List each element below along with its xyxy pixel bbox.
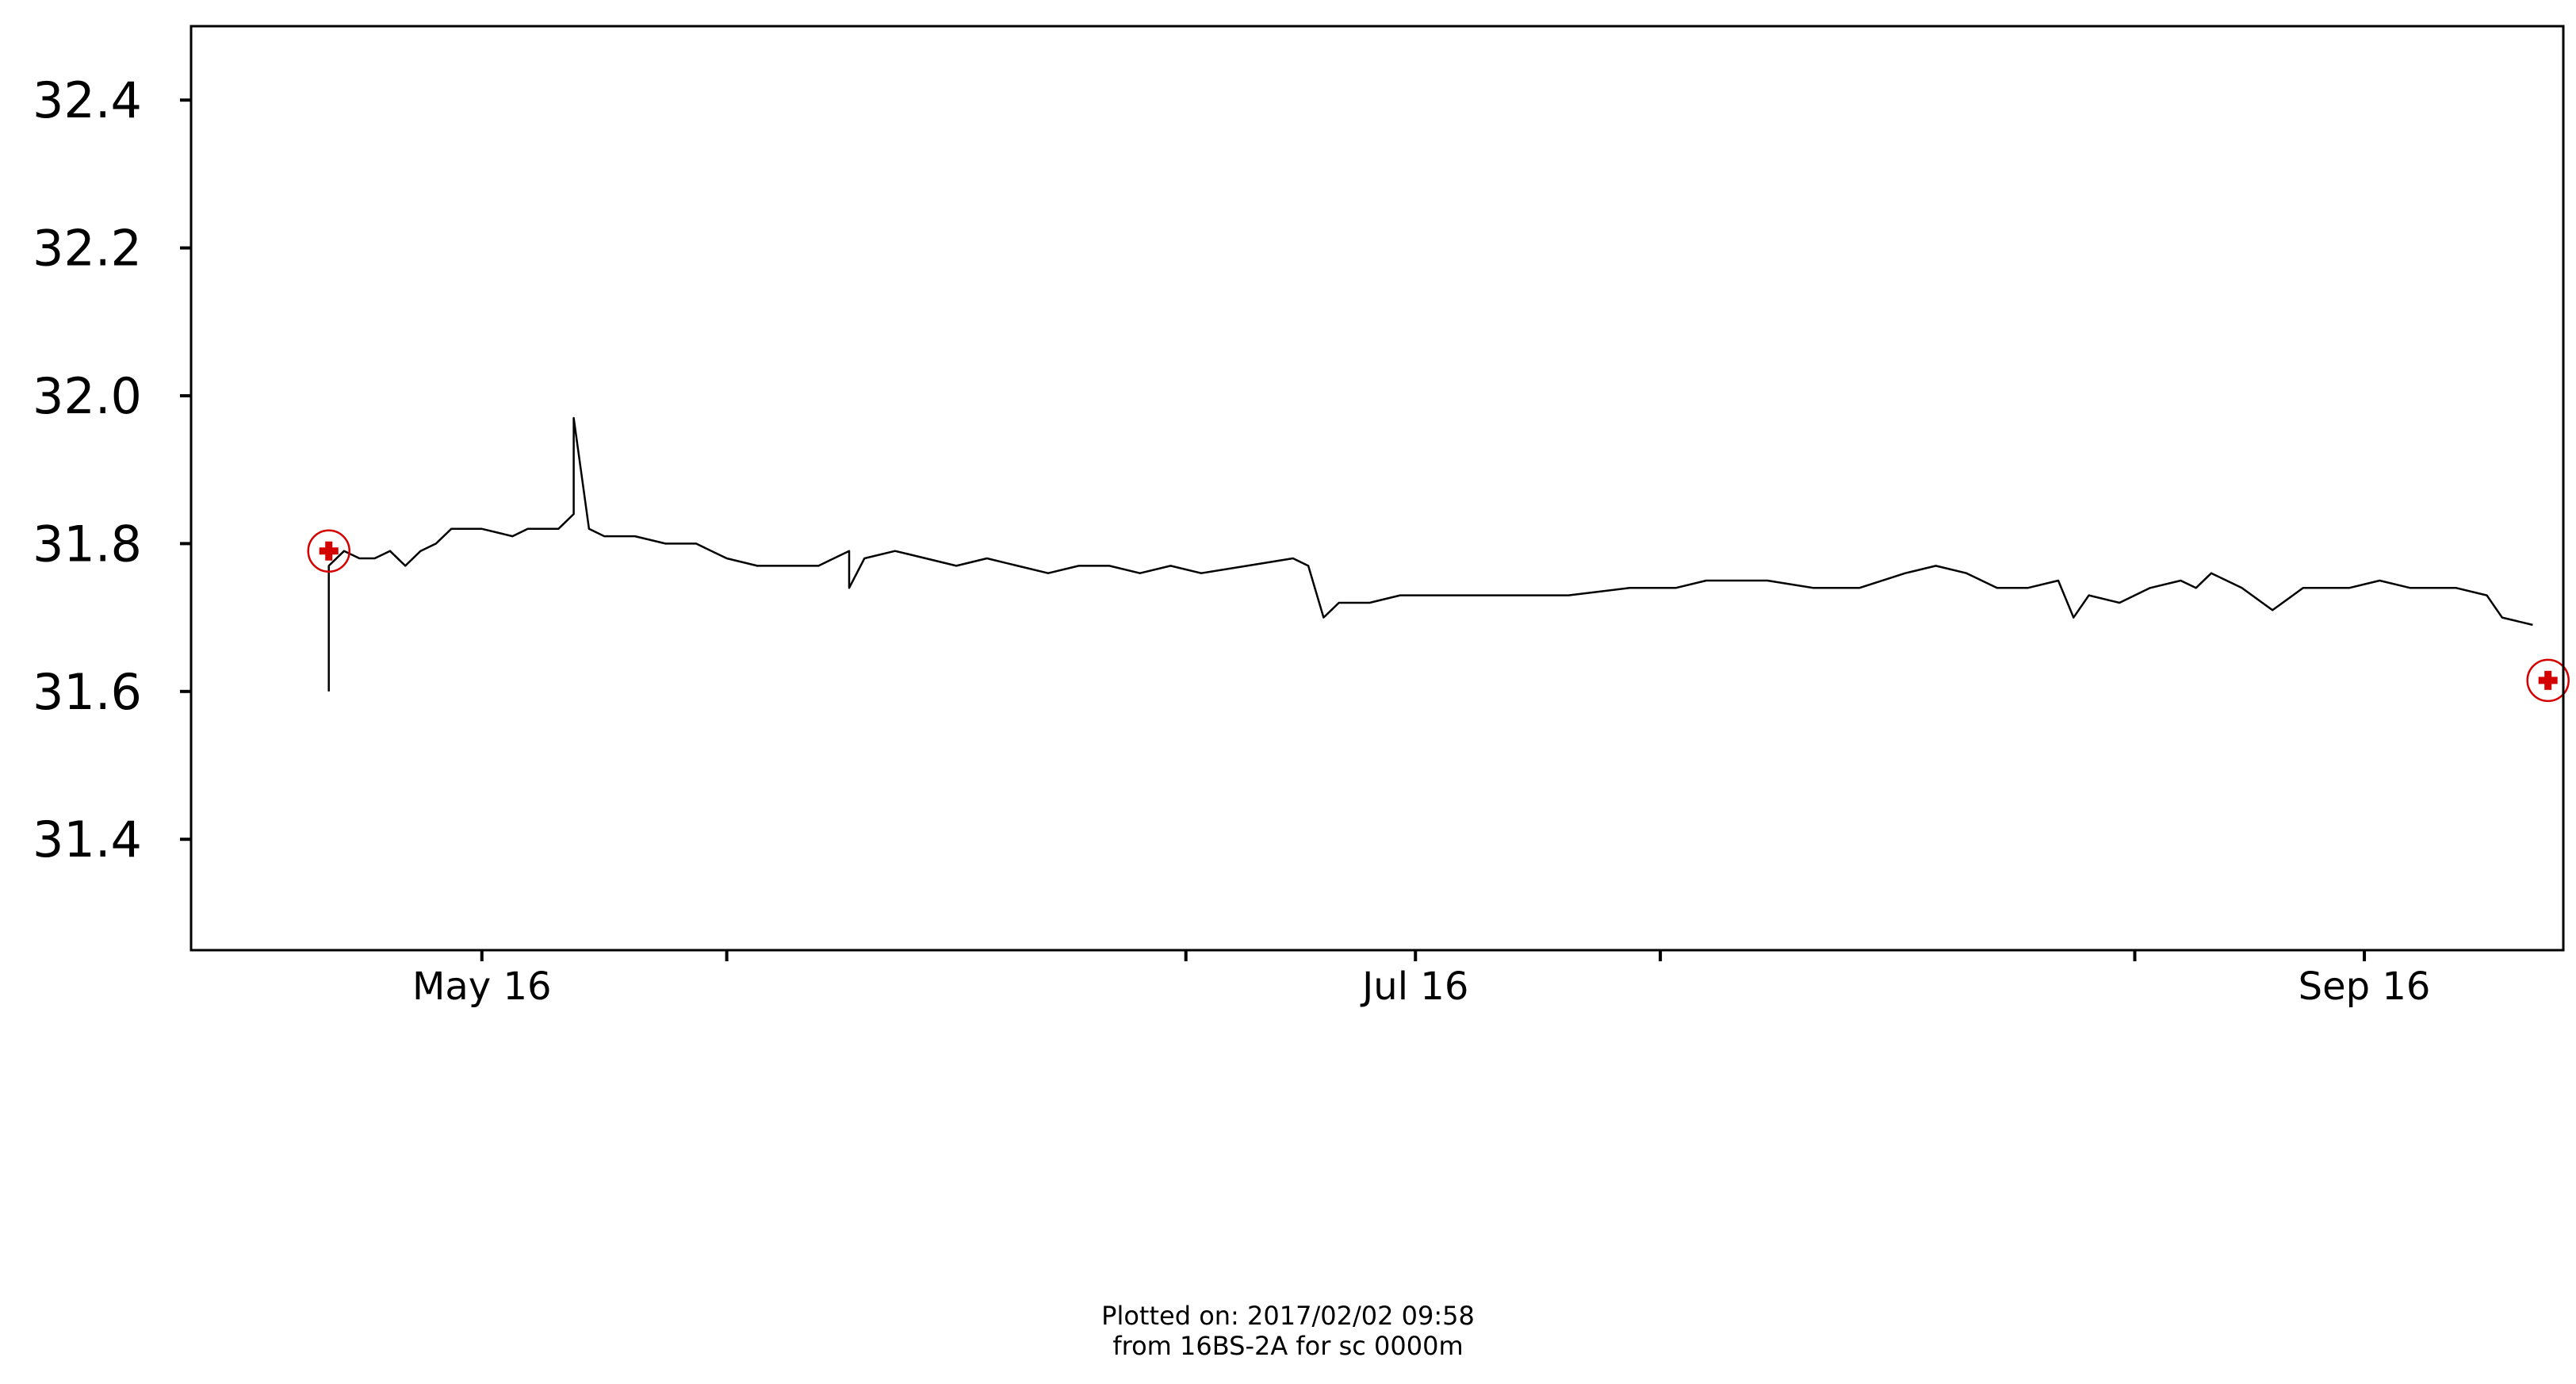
plot-source: from 16BS-2A for sc 0000m [1112, 1331, 1464, 1361]
endpoint-marker-ring [2526, 658, 2570, 703]
x-tick-label: Sep 16 [2298, 964, 2431, 1009]
endpoint-marker-1 [2526, 658, 2570, 703]
endpoint-marker-0 [307, 529, 350, 573]
y-tick-label: 32.4 [33, 71, 142, 129]
plot-timestamp: Plotted on: 2017/02/02 09:58 [1101, 1301, 1475, 1331]
chart: 31.4 31.6 31.8 32.0 32.2 32.4 May 16 Jul 16 Sep … [33, 25, 2570, 1009]
plot-footer: Plotted on: 2017/02/02 09:58 from 16BS-2… [0, 1301, 2576, 1361]
plot-frame [189, 25, 2565, 952]
y-tick-label: 31.4 [33, 811, 142, 868]
y-tick-label: 31.8 [33, 515, 142, 573]
y-tick-label: 32.0 [33, 367, 142, 425]
y-tick-label: 31.6 [33, 663, 142, 721]
y-tick-label: 32.2 [33, 220, 142, 278]
series-line-0 [327, 416, 2533, 692]
x-tick-label: May 16 [412, 964, 552, 1009]
x-tick-label: Jul 16 [1360, 964, 1468, 1009]
endpoint-marker-ring [307, 529, 350, 573]
